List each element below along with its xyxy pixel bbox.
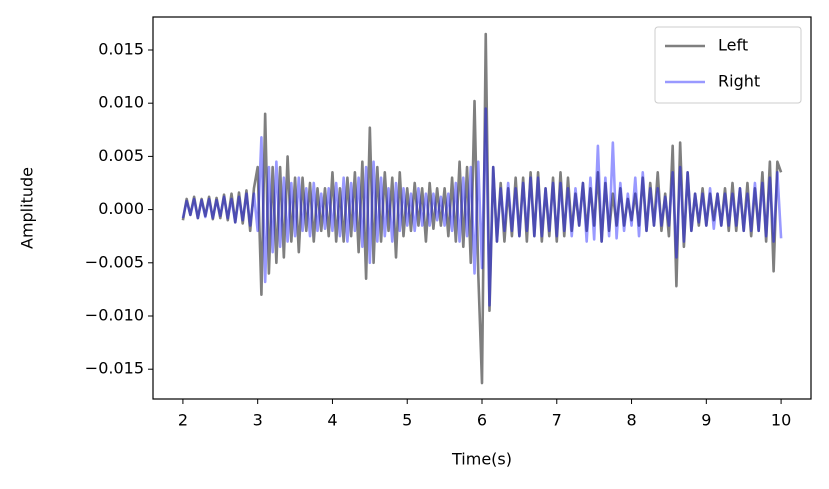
y-tick-label: −0.015 (85, 359, 144, 378)
x-tick-label: 3 (253, 411, 263, 430)
y-tick-label: 0.015 (98, 39, 144, 58)
x-tick-label: 4 (327, 411, 337, 430)
line (181, 107, 783, 307)
x-tick-label: 5 (402, 411, 412, 430)
x-tick-label: 6 (477, 411, 487, 430)
x-tick-label: 7 (552, 411, 562, 430)
legend: Left Right (654, 26, 802, 104)
line (181, 32, 783, 385)
y-tick-label: −0.005 (85, 252, 144, 271)
x-tick-label: 2 (178, 411, 188, 430)
y-tick-label: 0.010 (98, 93, 144, 112)
x-tick-label: 8 (626, 411, 636, 430)
plot-frame (152, 16, 812, 400)
legend-label: Right (718, 72, 760, 91)
y-tick-label: 0.005 (98, 146, 144, 165)
x-tick-label: 9 (701, 411, 711, 430)
y-tick-label: 0.000 (98, 199, 144, 218)
y-axis-label: Amplitude (18, 167, 37, 249)
y-tick-label: −0.010 (85, 306, 144, 325)
legend-label: Left (718, 36, 748, 55)
x-tick-label: 10 (771, 411, 791, 430)
x-axis-label: Time(s) (451, 450, 512, 469)
